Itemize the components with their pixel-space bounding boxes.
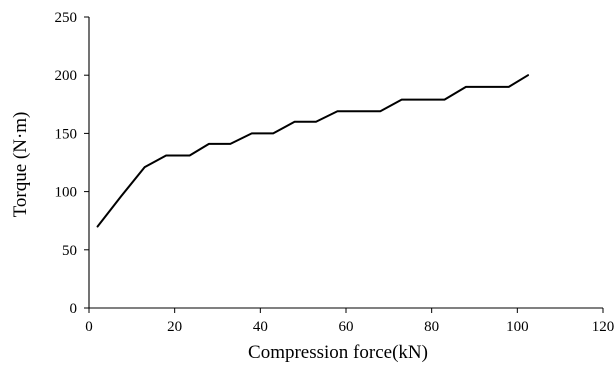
y-tick-label: 150 [55, 126, 78, 142]
x-axis-title: Compression force(kN) [248, 342, 428, 363]
x-axis-ticks: 0 20 40 60 80 100 120 [85, 308, 614, 335]
x-tick-label: 100 [506, 319, 529, 335]
y-tick-label: 100 [55, 185, 78, 201]
x-tick-label: 60 [339, 319, 354, 335]
y-tick-label: 50 [62, 243, 77, 259]
y-tick-label: 0 [70, 301, 78, 317]
y-axis-title: Torque (N·m) [10, 112, 31, 218]
x-tick-label: 80 [424, 319, 439, 335]
x-tick-label: 40 [253, 319, 268, 335]
x-tick-label: 0 [85, 319, 93, 335]
y-tick-label: 250 [55, 10, 78, 26]
x-tick-label: 20 [167, 319, 182, 335]
y-axis-ticks: 0 50 100 150 200 250 [55, 10, 89, 317]
y-tick-label: 200 [55, 68, 78, 84]
axes [88, 17, 603, 309]
series-line [96, 74, 530, 228]
x-tick-label: 120 [592, 319, 615, 335]
